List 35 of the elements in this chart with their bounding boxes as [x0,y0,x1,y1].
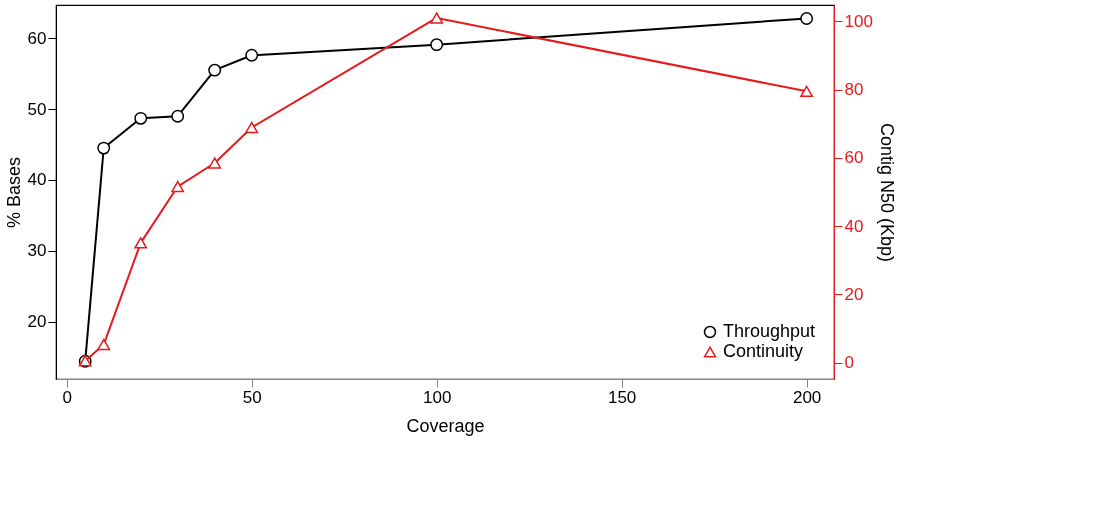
y2-tick-label: 100 [844,11,873,31]
y2-tick-label: 80 [844,80,864,100]
point [800,12,814,25]
x-tick-label: 0 [62,387,72,407]
point [800,85,814,98]
point [97,338,111,351]
y2-tick-label: 40 [844,216,864,236]
y2-tick-label: 0 [844,353,854,373]
point [97,141,111,155]
y-tick-label: 40 [27,170,47,190]
point [171,109,185,123]
y2-axis-title: Contig N50 (Kbp) [876,122,897,263]
legend-label: Continuity [723,341,804,361]
x-axis-title: Coverage [406,415,485,436]
point [245,48,259,62]
y-axis-title: % Bases [3,156,24,229]
point [208,63,222,77]
point [134,237,148,249]
point [171,180,185,193]
y2-tick-label: 60 [844,148,864,168]
x-tick-label: 200 [792,387,822,407]
x-tick-label: 50 [242,387,262,407]
y-tick-label: 50 [27,99,47,119]
legend-label: Throughput [723,321,816,341]
y2-tick-label: 20 [844,284,864,304]
x-tick-label: 150 [607,387,637,407]
y-tick-label: 60 [27,28,47,48]
y-tick-label: 30 [27,241,47,261]
point [430,38,444,52]
point [134,111,148,125]
point [430,12,444,24]
point [208,157,222,169]
point [245,121,259,134]
x-tick-label: 100 [422,387,452,407]
y-tick-label: 20 [27,312,47,332]
